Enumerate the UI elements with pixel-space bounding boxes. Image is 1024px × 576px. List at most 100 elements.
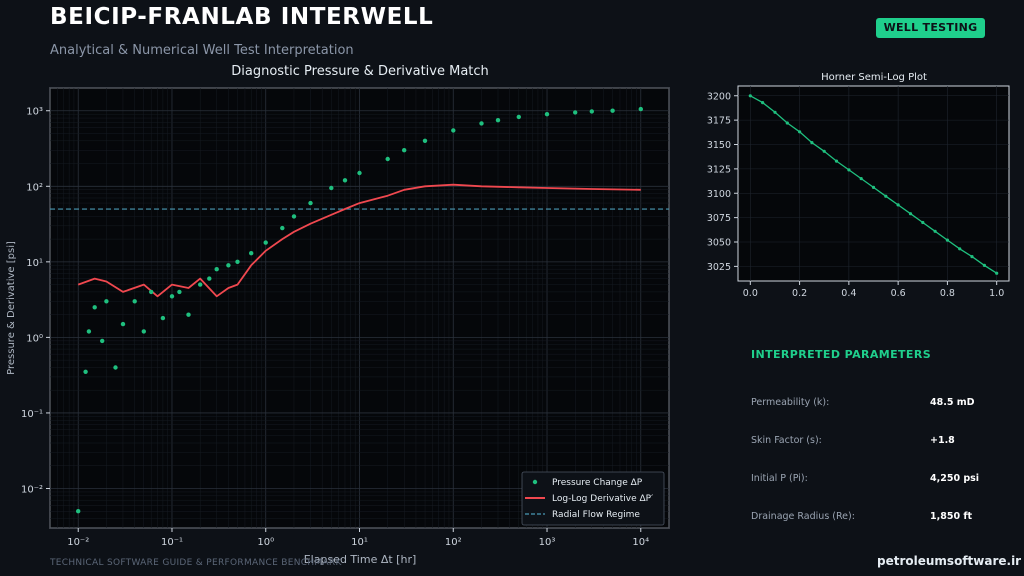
x-tick-label: 10² bbox=[445, 537, 462, 548]
legend-label-radial: Radial Flow Regime bbox=[552, 510, 640, 520]
diagnostic-chart-title: Diagnostic Pressure & Derivative Match bbox=[231, 64, 489, 79]
y-tick-label: 10⁻¹ bbox=[21, 409, 43, 420]
horner-point bbox=[859, 177, 863, 181]
horner-point bbox=[995, 271, 999, 275]
pressure-point bbox=[573, 110, 578, 115]
horner-x-tick-label: 0.4 bbox=[841, 288, 856, 299]
diagnostic-plot: 10⁻² 10⁻¹ 10⁰ 10¹ 10² 10³ 10⁴ 10⁻² 10⁻¹ 10⁰ 10¹ 10²… bbox=[6, 87, 670, 566]
pressure-point bbox=[104, 299, 109, 304]
horner-y-tick-label: 3175 bbox=[707, 116, 731, 127]
param-value-skin: +1.8 bbox=[930, 435, 955, 446]
horner-point bbox=[798, 130, 802, 134]
pressure-point bbox=[120, 321, 126, 327]
pressure-point bbox=[169, 294, 175, 299]
horner-x-tick-label: 0.2 bbox=[792, 288, 807, 299]
horner-y-tick-label: 3125 bbox=[707, 164, 731, 175]
horner-y-tick-label: 3200 bbox=[707, 91, 731, 102]
pressure-point bbox=[385, 156, 390, 162]
horner-point bbox=[908, 212, 913, 216]
y-tick-label: 10² bbox=[26, 182, 43, 193]
pressure-point bbox=[610, 108, 615, 113]
param-value-permeability: 48.5 mD bbox=[930, 397, 975, 408]
pressure-point bbox=[249, 251, 254, 256]
horner-plot: Horner Semi-Log Plot 0.0 0.2 0.4 0.6 0.8 1.0 3… bbox=[707, 72, 1010, 299]
pressure-point bbox=[516, 114, 521, 120]
horner-y-tick-label: 3050 bbox=[707, 238, 731, 249]
legend-label-pressure: Pressure Change ΔP bbox=[552, 478, 643, 488]
horner-point bbox=[871, 185, 876, 189]
y-tick-label: 10⁻² bbox=[21, 484, 43, 495]
horner-x-tick-label: 1.0 bbox=[989, 288, 1004, 299]
legend-label-derivative: Log-Log Derivative ΔP′ bbox=[552, 494, 653, 504]
y-tick-label: 10¹ bbox=[26, 258, 43, 269]
horner-point bbox=[822, 149, 826, 153]
pressure-point bbox=[263, 240, 268, 245]
pressure-point bbox=[638, 106, 643, 112]
pressure-point bbox=[235, 259, 240, 264]
horner-point bbox=[921, 220, 925, 225]
diagnostic-ylabel: Pressure & Derivative [psi] bbox=[6, 241, 17, 375]
horner-point bbox=[761, 101, 765, 105]
pressure-point bbox=[329, 185, 334, 191]
pressure-point bbox=[479, 121, 484, 126]
horner-x-tick-label: 0.0 bbox=[743, 288, 758, 299]
pressure-point bbox=[83, 369, 88, 374]
pressure-point bbox=[308, 200, 313, 206]
pressure-point bbox=[76, 509, 81, 514]
legend-marker-pressure bbox=[532, 479, 538, 485]
pressure-point bbox=[186, 312, 191, 317]
pressure-point bbox=[198, 282, 203, 287]
legend-box bbox=[521, 471, 665, 526]
horner-plot-area bbox=[737, 85, 1010, 282]
horner-y-tick-label: 3150 bbox=[707, 140, 731, 151]
pressure-point bbox=[544, 112, 550, 117]
horner-point bbox=[810, 141, 814, 145]
pressure-point bbox=[214, 267, 219, 272]
x-tick-label: 10⁰ bbox=[257, 537, 274, 548]
x-tick-label: 10⁻¹ bbox=[161, 537, 183, 548]
pressure-point bbox=[495, 118, 501, 123]
pressure-point bbox=[357, 170, 362, 176]
horner-point bbox=[785, 121, 789, 125]
pressure-point bbox=[177, 289, 182, 295]
horner-point bbox=[945, 238, 950, 242]
horner-y-tick-label: 3075 bbox=[707, 213, 731, 224]
pressure-point bbox=[141, 329, 146, 334]
pressure-point bbox=[86, 329, 92, 334]
horner-point bbox=[896, 203, 900, 207]
param-value-drainage-radius: 1,850 ft bbox=[930, 511, 973, 522]
horner-point bbox=[958, 247, 962, 251]
param-value-initial-pressure: 4,250 psi bbox=[930, 473, 980, 484]
pressure-point bbox=[342, 178, 348, 183]
param-label-skin: Skin Factor (s): bbox=[751, 435, 822, 446]
pressure-point bbox=[291, 214, 297, 219]
horner-x-tick-label: 0.8 bbox=[940, 288, 955, 299]
horner-point bbox=[834, 159, 839, 163]
param-label-drainage-radius: Drainage Radius (Re): bbox=[751, 511, 855, 522]
horner-point bbox=[970, 255, 974, 259]
pressure-point bbox=[589, 109, 594, 114]
param-label-initial-pressure: Initial P (Pi): bbox=[751, 473, 808, 484]
y-tick-label: 10⁰ bbox=[26, 333, 43, 344]
horner-point bbox=[933, 229, 937, 233]
pressure-point bbox=[451, 128, 456, 133]
pressure-point bbox=[92, 305, 97, 310]
well-testing-badge[interactable]: WELL TESTING bbox=[876, 18, 985, 38]
pressure-point bbox=[402, 148, 407, 153]
y-tick-label: 10³ bbox=[26, 107, 43, 118]
pressure-point bbox=[207, 276, 212, 281]
pressure-point bbox=[422, 138, 428, 143]
pressure-point bbox=[132, 299, 137, 304]
pressure-point bbox=[100, 338, 105, 344]
horner-x-tick-label: 0.6 bbox=[891, 288, 906, 299]
horner-point bbox=[847, 168, 851, 172]
horner-y-tick-label: 3025 bbox=[707, 262, 731, 273]
diagnostic-xlabel: Elapsed Time Δt [hr] bbox=[304, 553, 417, 566]
horner-chart-title: Horner Semi-Log Plot bbox=[821, 72, 927, 83]
horner-point bbox=[773, 110, 777, 114]
pressure-point bbox=[280, 225, 285, 231]
watermark-link[interactable]: petroleumsoftware.ir bbox=[877, 554, 1022, 568]
horner-point bbox=[884, 194, 888, 198]
horner-point bbox=[982, 263, 987, 267]
